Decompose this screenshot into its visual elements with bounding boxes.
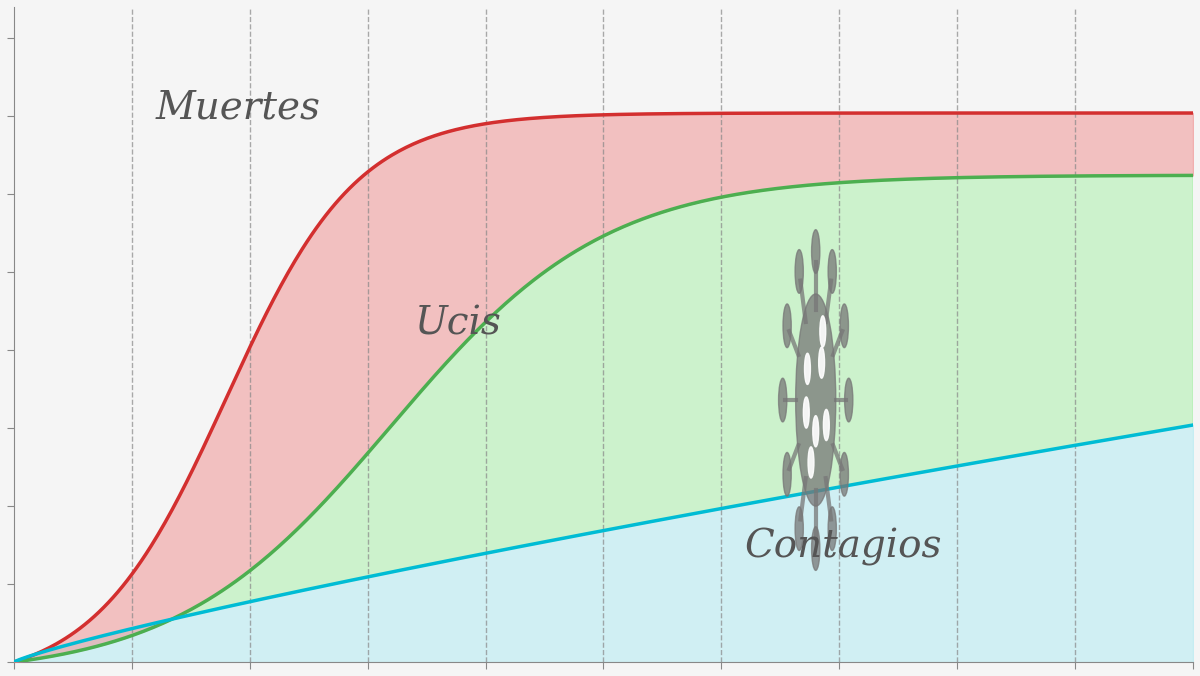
Circle shape: [840, 304, 848, 347]
Circle shape: [823, 410, 829, 441]
Circle shape: [808, 447, 814, 478]
Circle shape: [840, 452, 848, 496]
Circle shape: [845, 378, 853, 422]
Circle shape: [784, 304, 791, 347]
Circle shape: [803, 397, 809, 428]
Circle shape: [811, 527, 820, 571]
Circle shape: [796, 294, 835, 506]
Text: Muertes: Muertes: [155, 89, 320, 126]
Circle shape: [828, 249, 836, 293]
Circle shape: [784, 452, 791, 496]
Circle shape: [796, 507, 803, 550]
Circle shape: [812, 416, 818, 447]
Circle shape: [828, 507, 836, 550]
Circle shape: [811, 230, 820, 273]
Circle shape: [796, 249, 803, 293]
Circle shape: [818, 347, 824, 378]
Text: Contagios: Contagios: [745, 528, 942, 566]
Circle shape: [820, 316, 826, 347]
Circle shape: [779, 378, 787, 422]
Text: Ucis: Ucis: [415, 306, 502, 343]
Circle shape: [804, 354, 810, 385]
